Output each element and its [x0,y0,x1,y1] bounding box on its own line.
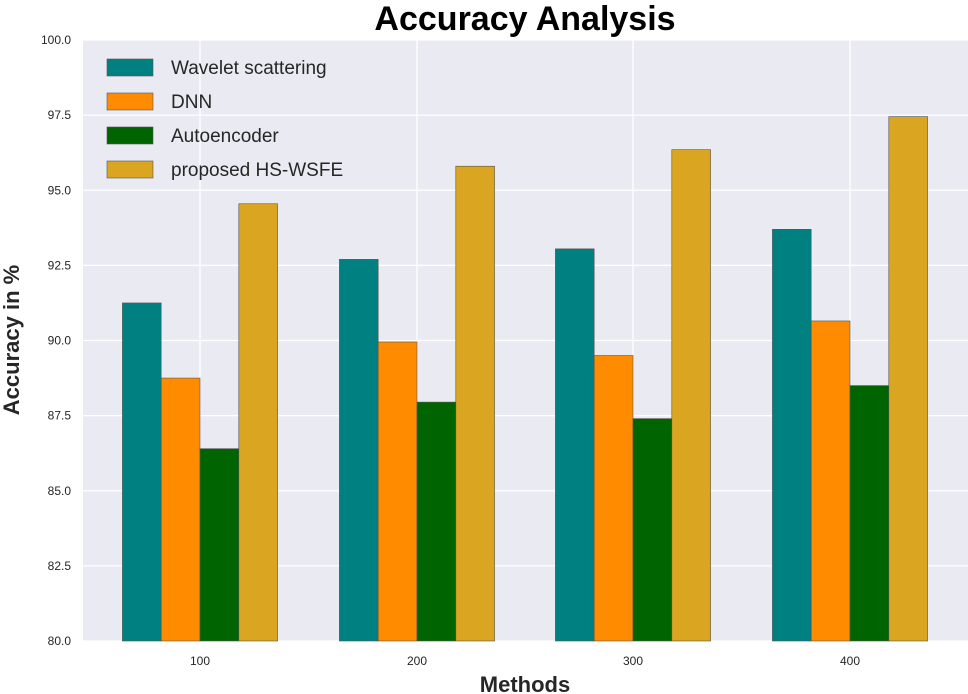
legend-label: Autoencoder [171,126,279,147]
bar-dnn-100 [160,377,201,642]
x-tick-label: 300 [623,654,643,668]
y-tick-label: 95.0 [48,183,72,197]
x-tick-label: 200 [407,654,427,668]
bar-autoencoder-300 [632,418,673,642]
bar-wavelet-scattering-200 [339,259,379,642]
bar-proposed-hs-wsfe-300 [671,149,711,642]
y-tick-label: 82.5 [48,559,72,573]
bar-dnn-200 [377,341,418,642]
legend-swatch [106,160,154,179]
bars [122,116,928,642]
y-tick-label: 97.5 [48,108,72,122]
bar-autoencoder-400 [849,385,890,642]
bar-dnn-300 [593,355,634,642]
bar-autoencoder-200 [416,401,457,642]
x-tick-label: 400 [840,654,860,668]
bar-wavelet-scattering-400 [772,229,812,642]
y-tick-label: 87.5 [48,409,72,423]
y-tick-label: 100.0 [41,33,71,47]
legend-label: DNN [171,92,212,113]
bar-dnn-400 [810,320,851,642]
chart-title: Accuracy Analysis [374,0,675,38]
legend-label: proposed HS-WSFE [171,160,343,181]
y-tick-labels: 80.0 82.5 85.0 87.5 90.0 92.5 95.0 97.5 100.0 [41,33,71,648]
x-axis-label: Methods [480,672,570,694]
legend-swatch [106,92,154,111]
bar-wavelet-scattering-300 [555,248,595,642]
legend-label: Wavelet scattering [171,58,327,79]
y-axis-label: Accuracy in % [0,265,24,415]
bar-proposed-hs-wsfe-400 [888,116,928,642]
x-tick-labels: 100 200 300 400 [190,654,860,668]
y-tick-label: 85.0 [48,484,72,498]
legend-swatch [106,58,154,77]
y-tick-label: 80.0 [48,634,72,648]
legend-swatch [106,126,154,145]
bar-wavelet-scattering-100 [122,302,162,642]
bar-proposed-hs-wsfe-100 [238,203,278,642]
x-tick-label: 100 [190,654,210,668]
legend: Wavelet scattering DNN Autoencoder proposed… [106,58,343,181]
y-tick-label: 92.5 [48,258,72,272]
y-tick-label: 90.0 [48,334,72,348]
bar-autoencoder-100 [199,448,240,642]
bar-proposed-hs-wsfe-200 [455,165,495,642]
